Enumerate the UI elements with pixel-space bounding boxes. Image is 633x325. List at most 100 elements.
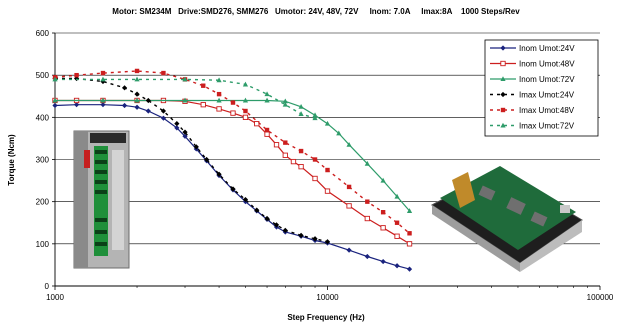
data-point — [161, 70, 166, 76]
data-point — [394, 263, 400, 269]
y-tick-label: 200 — [36, 198, 50, 207]
data-point — [242, 97, 249, 103]
legend-marker — [500, 45, 506, 51]
data-point — [364, 253, 370, 260]
legend: Inom Umot:24V Inom Umot:48V Inom Umot:72V I… — [484, 39, 599, 137]
legend-marker — [500, 122, 506, 128]
data-point — [406, 208, 413, 213]
data-point — [174, 125, 180, 131]
data-point — [380, 210, 386, 215]
data-point — [216, 97, 222, 103]
data-point — [134, 76, 140, 82]
data-point — [273, 142, 280, 148]
legend-label: Inom Umot:48V — [519, 60, 575, 69]
legend-box — [484, 39, 599, 137]
legend-marker — [500, 60, 506, 67]
data-point — [134, 97, 140, 103]
series-line — [55, 78, 316, 119]
data-point — [145, 108, 151, 114]
data-point — [407, 231, 412, 236]
data-point — [182, 129, 188, 135]
legend-label: Inom Umot:24V — [519, 44, 575, 53]
data-point — [216, 106, 222, 112]
data-point — [312, 115, 318, 121]
data-point — [230, 186, 236, 192]
data-point — [243, 108, 248, 114]
data-point — [336, 130, 342, 136]
data-point — [264, 97, 270, 103]
legend-marker — [500, 76, 506, 81]
data-point — [290, 158, 297, 165]
data-point — [324, 239, 331, 245]
data-point — [100, 97, 106, 103]
data-point — [216, 171, 222, 177]
data-point — [394, 193, 400, 199]
data-point — [324, 120, 331, 126]
data-point — [282, 227, 288, 233]
data-point — [324, 188, 331, 194]
data-point — [254, 207, 260, 213]
series-4 — [52, 75, 331, 245]
data-point — [100, 102, 106, 108]
data-point — [282, 98, 288, 104]
data-point — [121, 85, 128, 91]
y-tick-label: 600 — [36, 29, 50, 38]
data-point — [216, 77, 222, 83]
data-point — [346, 141, 352, 147]
data-point — [73, 102, 80, 108]
data-point — [203, 156, 210, 163]
data-point — [298, 103, 304, 109]
legend-entry: Imax Umot:48V — [490, 106, 575, 115]
data-point — [394, 220, 400, 225]
legend-label: Imax Umot:72V — [519, 122, 575, 131]
data-point — [364, 160, 370, 166]
legend-label: Imax Umot:24V — [519, 91, 575, 100]
data-point — [160, 115, 167, 121]
legend-entry: Imax Umot:72V — [490, 122, 575, 131]
data-point — [100, 76, 106, 82]
data-point — [346, 184, 352, 190]
data-point — [264, 91, 270, 97]
data-point — [134, 91, 140, 97]
data-point — [121, 102, 128, 109]
data-point — [242, 196, 249, 203]
data-point — [174, 121, 180, 127]
data-point — [312, 236, 318, 242]
y-tick-label: 500 — [36, 71, 50, 80]
data-point — [100, 70, 106, 76]
data-point — [201, 83, 206, 88]
x-tick-label: 1000 — [46, 293, 64, 302]
data-point — [182, 97, 188, 103]
axes: 0 100 200 300 400 500 600 1000 10000 100000 — [36, 29, 614, 302]
data-point — [346, 247, 352, 253]
data-point — [282, 101, 288, 107]
data-point — [380, 258, 386, 265]
chart-title: Motor: SM234M Drive:SMD276, SMM276 Umoto… — [112, 7, 520, 16]
legend-label: Imax Umot:48V — [519, 106, 575, 115]
data-point — [264, 131, 270, 137]
data-point — [52, 76, 58, 82]
y-tick-label: 100 — [36, 240, 50, 249]
data-point — [264, 127, 270, 133]
data-point — [254, 121, 260, 127]
legend-entry: Inom Umot:24V — [490, 44, 575, 53]
y-tick-label: 400 — [36, 113, 50, 122]
data-point — [365, 199, 370, 204]
data-point — [74, 72, 79, 78]
data-point — [193, 144, 199, 150]
data-point — [182, 133, 188, 139]
data-point — [283, 140, 288, 145]
data-point — [312, 112, 318, 118]
legend-label: Inom Umot:72V — [519, 75, 575, 84]
legend-entry: Imax Umot:24V — [490, 91, 575, 100]
series-5 — [52, 68, 412, 236]
data-point — [406, 266, 413, 272]
data-point — [52, 102, 58, 109]
data-point — [134, 104, 140, 110]
y-axis-label: Torque (Ncm) — [7, 134, 16, 186]
data-point — [273, 222, 280, 228]
data-point — [216, 91, 222, 97]
data-point — [200, 102, 206, 108]
series-3 — [52, 97, 413, 213]
data-point — [298, 148, 304, 154]
